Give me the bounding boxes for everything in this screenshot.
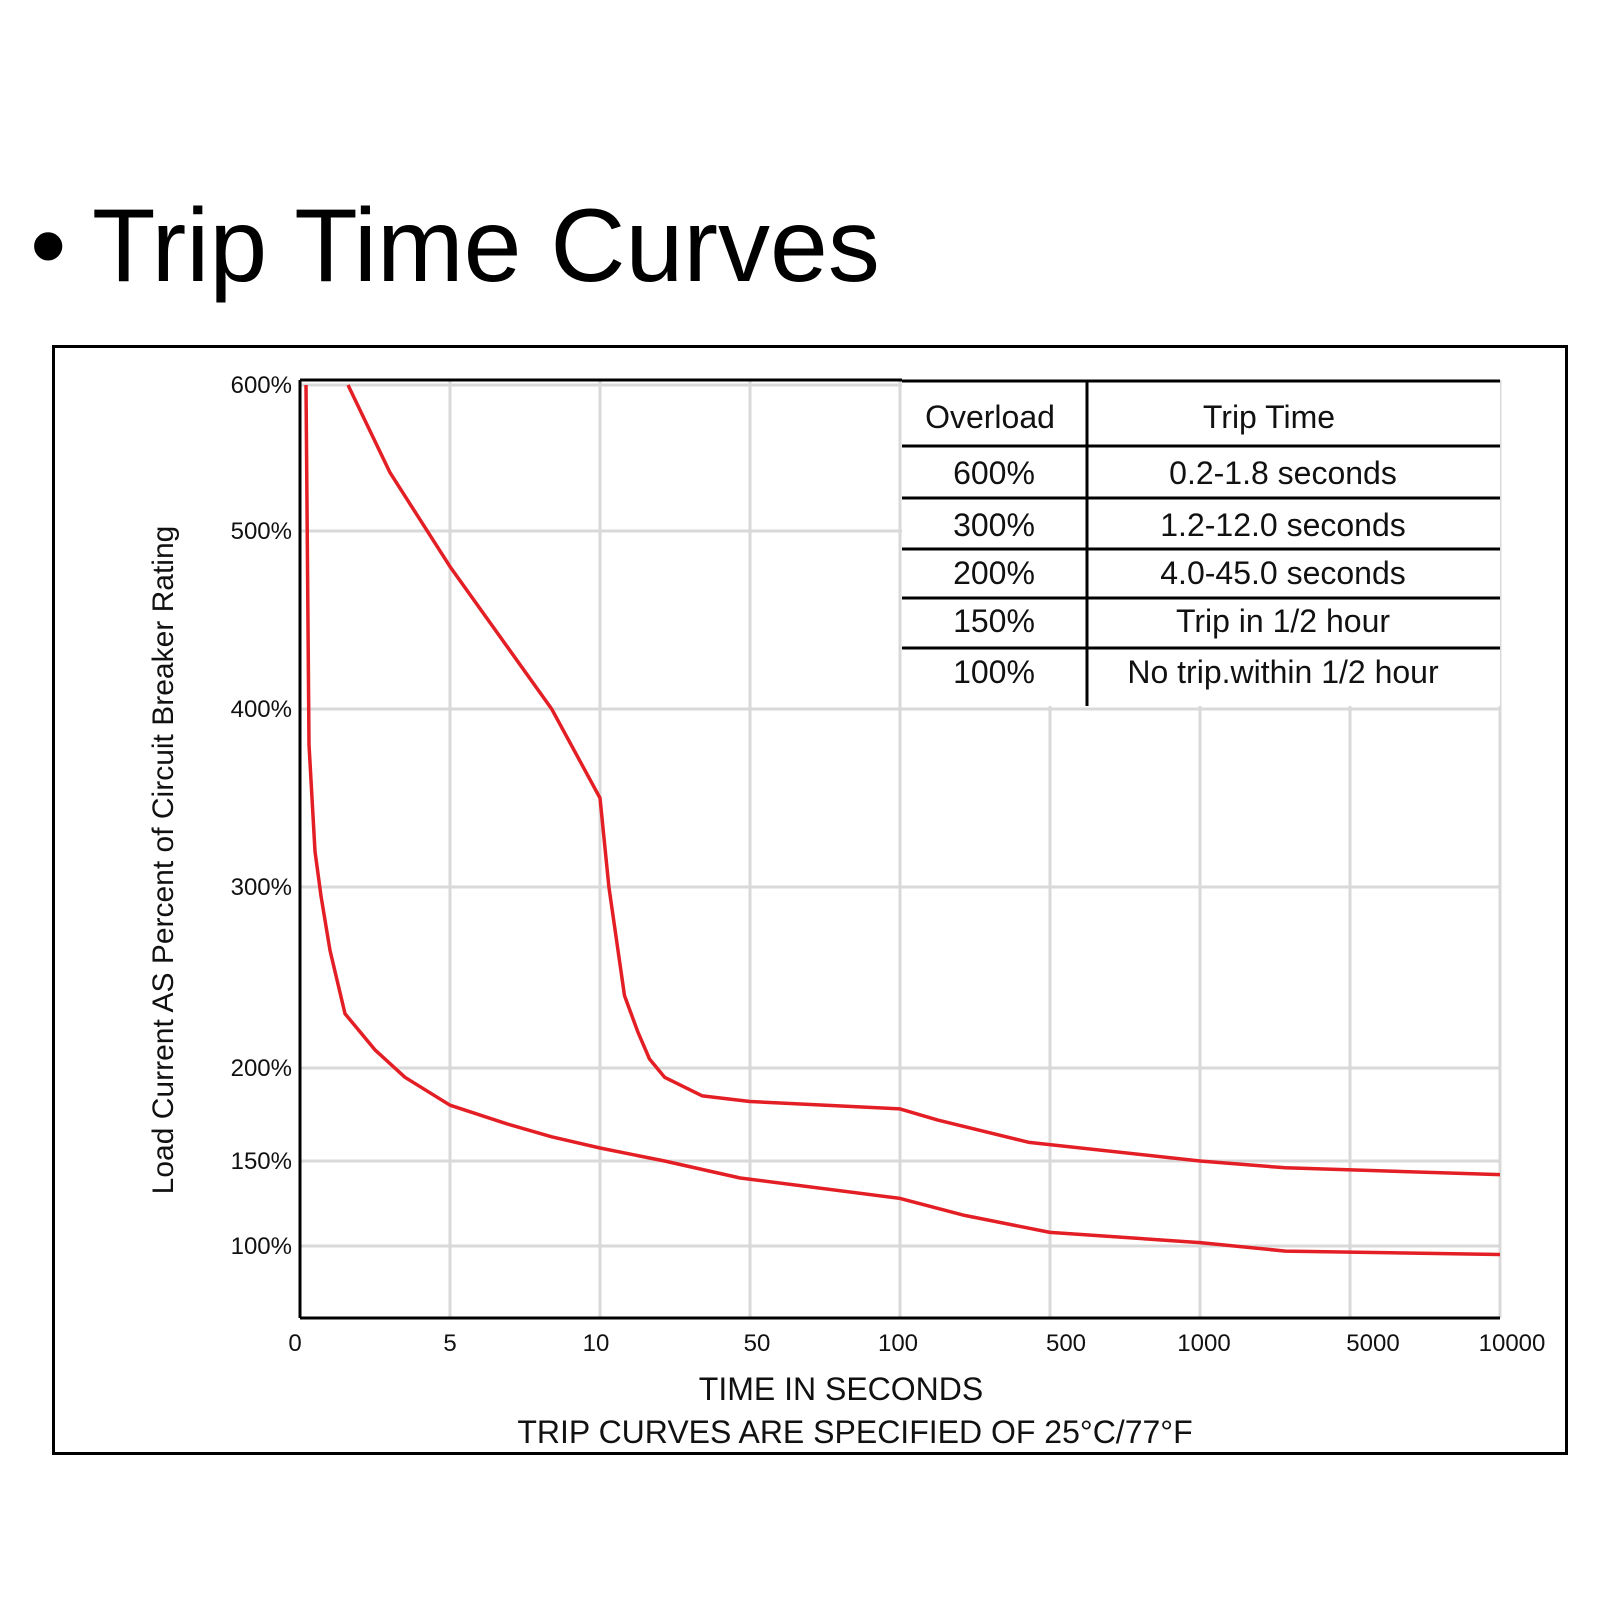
max-trip-curve	[346, 384, 1501, 1177]
y-tick-label: 300%	[231, 874, 292, 901]
table-cell-trip-time: 0.2-1.8 seconds	[1169, 455, 1397, 491]
x-tick-label: 10	[583, 1330, 610, 1357]
table-cell-overload: 600%	[953, 455, 1035, 491]
table-cell-trip-time: Trip in 1/2 hour	[1176, 603, 1390, 639]
table-cell-overload: 300%	[953, 507, 1035, 543]
slide-title-text: Trip Time Curves	[92, 188, 880, 304]
table-header-overload: Overload	[925, 399, 1055, 435]
trip-time-table: Overload Trip Time 600% 0.2-1.8 seconds 300%…	[902, 379, 1500, 706]
x-tick-label: 5	[443, 1330, 456, 1357]
min-trip-curve	[304, 384, 1501, 1257]
y-tick-label: 100%	[231, 1233, 292, 1260]
table-cell-overload: 100%	[953, 654, 1035, 690]
table-background	[902, 381, 1500, 706]
figure-frame	[52, 345, 1568, 1455]
x-tick-label: 100	[878, 1330, 918, 1357]
x-tick-label: 1000	[1177, 1330, 1230, 1357]
x-tick-label: 10000	[1479, 1330, 1546, 1357]
x-tick-label: 50	[744, 1330, 771, 1357]
y-tick-label: 150%	[231, 1148, 292, 1175]
tick-labels: 0 5 10 50 100 500 1000 5000 10000 100% 150% 200% 300…	[231, 372, 1546, 1357]
axes	[298, 378, 1500, 1320]
y-tick-label: 500%	[231, 518, 292, 545]
y-tick-label: 200%	[231, 1055, 292, 1082]
table-cell-trip-time: 1.2-12.0 seconds	[1160, 507, 1406, 543]
x-tick-label: 0	[288, 1330, 301, 1357]
y-tick-label: 400%	[231, 696, 292, 723]
chart-caption: TRIP CURVES ARE SPECIFIED OF 25°C/77°F	[517, 1414, 1192, 1450]
x-axis-title: TIME IN SECONDS	[699, 1371, 983, 1407]
y-axis-title: Load Current AS Percent of Circuit Break…	[147, 526, 180, 1195]
slide-title: • Trip Time Curves	[30, 186, 880, 306]
bullet-glyph: •	[30, 188, 67, 304]
table-cell-overload: 200%	[953, 555, 1035, 591]
y-tick-label: 600%	[231, 372, 292, 399]
table-cell-trip-time: No trip.within 1/2 hour	[1127, 654, 1439, 690]
table-header-trip-time: Trip Time	[1203, 399, 1335, 435]
table-cell-trip-time: 4.0-45.0 seconds	[1160, 555, 1406, 591]
trip-curves	[304, 384, 1501, 1257]
x-tick-label: 500	[1046, 1330, 1086, 1357]
table-cell-overload: 150%	[953, 603, 1035, 639]
x-tick-label: 5000	[1346, 1330, 1399, 1357]
